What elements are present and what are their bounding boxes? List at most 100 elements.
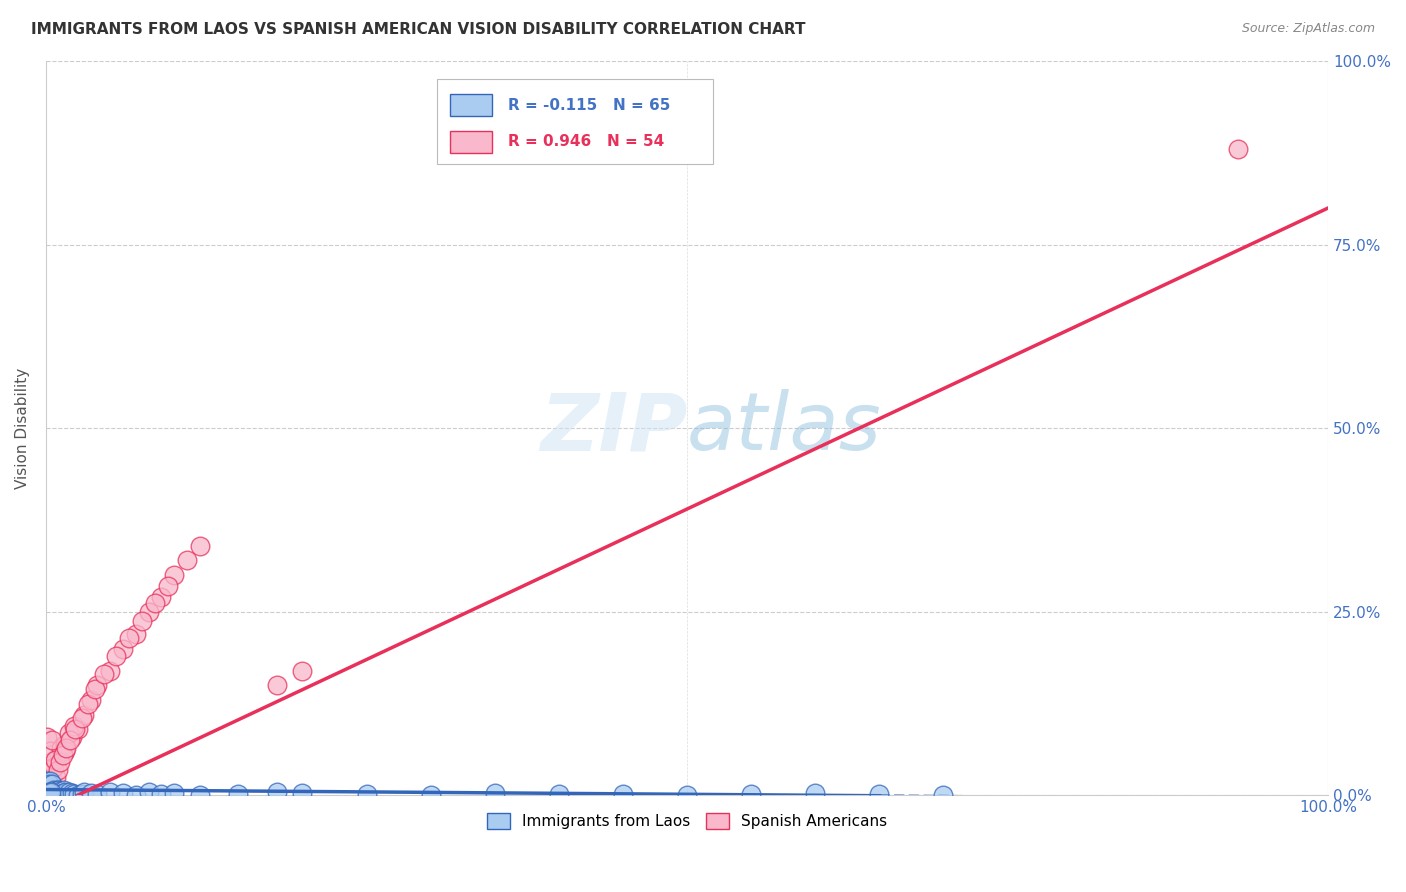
Point: [266, 785, 288, 799]
Point: [80, 786, 103, 800]
Point: [66, 788, 89, 802]
Point: [547, 787, 569, 801]
Point: [60, 730, 83, 744]
Point: [55, 740, 77, 755]
Point: [60, 786, 83, 800]
Point: [356, 787, 378, 801]
Point: [41, 782, 63, 797]
Point: [740, 787, 762, 801]
Point: [932, 788, 955, 802]
Point: [37, 775, 59, 789]
Point: [70, 711, 93, 725]
Point: [39, 785, 62, 799]
Point: [38, 777, 60, 791]
Point: [83, 681, 105, 696]
Point: [51, 787, 73, 801]
Point: [86, 678, 108, 692]
Point: [42, 780, 65, 794]
Point: [53, 744, 76, 758]
Point: [63, 787, 86, 801]
FancyBboxPatch shape: [450, 131, 492, 153]
Point: [131, 614, 153, 628]
Point: [39, 784, 62, 798]
Point: [53, 785, 76, 799]
Point: [98, 664, 121, 678]
Point: [46, 782, 69, 797]
Point: [46, 782, 69, 797]
Y-axis label: Vision Disability: Vision Disability: [15, 368, 30, 489]
Point: [188, 788, 211, 802]
Point: [226, 787, 249, 801]
Point: [1227, 142, 1250, 156]
Legend: Immigrants from Laos, Spanish Americans: Immigrants from Laos, Spanish Americans: [481, 807, 893, 836]
Point: [291, 664, 314, 678]
Point: [58, 726, 80, 740]
Point: [86, 787, 108, 801]
Point: [58, 785, 80, 799]
Point: [484, 786, 506, 800]
Point: [39, 775, 62, 789]
Point: [77, 697, 100, 711]
Point: [138, 605, 160, 619]
Point: [163, 786, 186, 800]
Point: [41, 733, 63, 747]
Point: [38, 773, 60, 788]
Point: [868, 787, 890, 801]
Point: [49, 756, 72, 770]
Point: [38, 780, 60, 795]
Point: [37, 780, 59, 794]
Point: [73, 707, 96, 722]
Point: [45, 770, 67, 784]
Point: [38, 786, 60, 800]
Point: [42, 760, 65, 774]
Point: [419, 788, 441, 802]
Text: ZIP: ZIP: [540, 389, 688, 467]
Point: [38, 777, 60, 791]
Point: [143, 596, 166, 610]
Point: [52, 783, 75, 797]
Point: [49, 784, 72, 798]
Point: [44, 784, 66, 798]
Point: [38, 785, 60, 799]
Point: [125, 788, 148, 802]
Point: [73, 785, 96, 799]
Point: [53, 737, 76, 751]
Point: [48, 747, 70, 762]
Point: [48, 785, 70, 799]
Point: [59, 733, 82, 747]
Point: [98, 785, 121, 799]
Text: atlas: atlas: [688, 389, 882, 467]
Text: IMMIGRANTS FROM LAOS VS SPANISH AMERICAN VISION DISABILITY CORRELATION CHART: IMMIGRANTS FROM LAOS VS SPANISH AMERICAN…: [31, 22, 806, 37]
Point: [37, 770, 59, 784]
Point: [66, 723, 89, 737]
Text: R = 0.946   N = 54: R = 0.946 N = 54: [508, 135, 664, 149]
Point: [65, 723, 87, 737]
Point: [52, 786, 75, 800]
Point: [37, 730, 59, 744]
Point: [188, 539, 211, 553]
Point: [44, 784, 66, 798]
Point: [38, 777, 60, 791]
FancyBboxPatch shape: [437, 79, 713, 164]
Point: [55, 786, 77, 800]
Point: [176, 553, 198, 567]
Point: [38, 766, 60, 780]
Point: [42, 787, 65, 801]
Point: [39, 784, 62, 798]
FancyBboxPatch shape: [450, 95, 492, 116]
Point: [80, 693, 103, 707]
Point: [38, 763, 60, 777]
Point: [38, 786, 60, 800]
Point: [51, 740, 73, 755]
Point: [138, 785, 160, 799]
Point: [612, 787, 634, 801]
Point: [111, 641, 134, 656]
Point: [45, 786, 67, 800]
Point: [44, 753, 66, 767]
Point: [42, 782, 65, 797]
Point: [38, 783, 60, 797]
Point: [266, 678, 288, 692]
Point: [150, 590, 173, 604]
Point: [46, 763, 69, 777]
Point: [45, 786, 67, 800]
